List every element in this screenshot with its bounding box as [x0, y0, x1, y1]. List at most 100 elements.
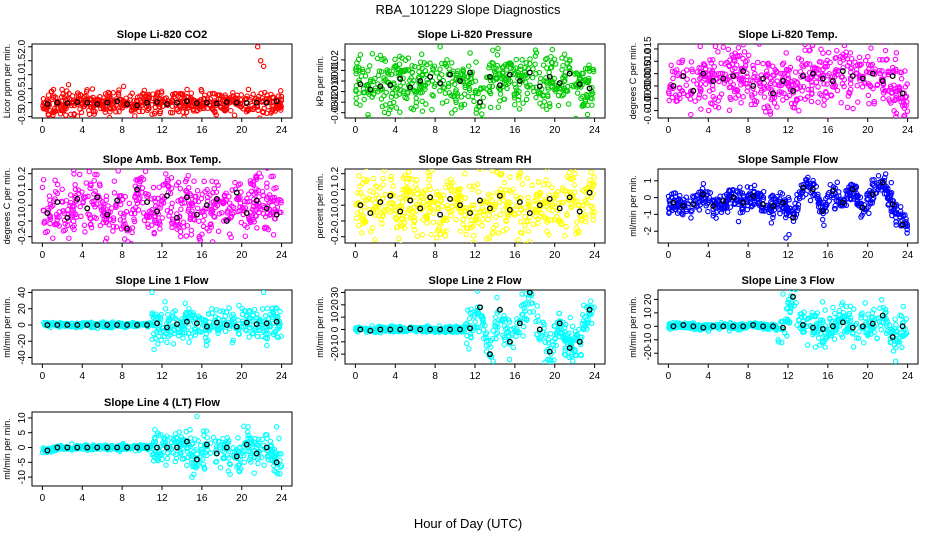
scatter-point [490, 358, 496, 364]
hourly-mean-point [203, 323, 210, 330]
scatter-point [590, 139, 594, 143]
scatter-point [425, 169, 431, 176]
scatter-point [52, 177, 58, 184]
scatter-point [862, 57, 869, 64]
scatter-point [875, 186, 882, 192]
y-tick-label: -0.1 [17, 212, 28, 230]
hourly-mean-point [104, 99, 111, 106]
scatter-point [90, 201, 97, 208]
scatter-point [186, 339, 192, 345]
scatter-point [508, 61, 515, 67]
scatter-point [111, 99, 117, 105]
scatter-point [490, 47, 496, 53]
scatter-point [152, 104, 159, 110]
scatter-point [199, 191, 206, 198]
scatter-point [513, 333, 519, 340]
scatter-point [675, 197, 682, 203]
scatter-point [357, 190, 364, 196]
scatter-point [460, 216, 466, 223]
scatter-point [384, 206, 391, 212]
scatter-point [741, 49, 748, 55]
scatter-point [96, 94, 103, 100]
scatter-point [536, 335, 542, 342]
hourly-mean-point [367, 210, 374, 217]
scatter-point [88, 182, 94, 189]
scatter-point [470, 239, 477, 243]
scatter-point [744, 58, 750, 64]
scatter-point [865, 81, 872, 87]
scatter-point [434, 200, 441, 207]
hourly-mean-point [367, 327, 374, 334]
scatter-point [230, 337, 236, 344]
scatter-point [81, 222, 88, 229]
scatter-point [820, 73, 826, 79]
scatter-point [776, 91, 782, 97]
scatter-point [179, 200, 185, 207]
hourly-mean-point [193, 320, 200, 327]
scatter-point [819, 205, 826, 211]
scatter-point [359, 66, 366, 73]
hourly-mean-point [869, 70, 876, 77]
scatter-point [793, 204, 799, 211]
scatter-point [882, 47, 889, 54]
scatter-point [390, 207, 396, 213]
scatter-point [143, 212, 150, 218]
scatter-point [732, 86, 739, 93]
scatter-point [406, 175, 413, 182]
scatter-point [497, 91, 504, 97]
scatter-point [897, 204, 904, 210]
y-tick-label: -10 [330, 334, 341, 349]
scatter-point [97, 222, 104, 229]
scatter-point [856, 200, 862, 206]
scatter-point [806, 61, 813, 67]
scatter-point [72, 182, 78, 188]
scatter-point [269, 305, 276, 312]
x-tick-label: 16 [822, 125, 834, 136]
scatter-point [424, 77, 430, 83]
scatter-point [774, 193, 780, 200]
scatter-point [406, 205, 413, 212]
scatter-point [414, 233, 421, 239]
scatter-point [483, 86, 490, 92]
scatter-point [824, 81, 830, 87]
scatter-point [500, 197, 507, 203]
scatter-point [788, 100, 795, 107]
scatter-point [360, 194, 367, 200]
scatter-point [697, 199, 703, 205]
scatter-point [537, 100, 543, 107]
scatter-point [568, 351, 575, 357]
hourly-mean-point [134, 186, 141, 193]
scatter-point [47, 246, 51, 250]
scatter-point [155, 195, 161, 202]
scatter-point [587, 298, 594, 304]
scatter-point [715, 49, 721, 55]
scatter-point [366, 63, 373, 69]
scatter-point [838, 100, 844, 106]
scatter-point [211, 213, 217, 220]
scatter-point [750, 62, 756, 69]
scatter-point [89, 86, 96, 92]
panel-title: Slope Line 1 Flow [116, 275, 209, 287]
hourly-mean-point [809, 186, 816, 193]
scatter-point [42, 229, 49, 236]
scatter-point [539, 210, 545, 217]
scatter-point [889, 89, 895, 96]
scatter-point [86, 211, 93, 218]
hourly-mean-point [114, 197, 121, 204]
scatter-point [519, 57, 525, 63]
scatter-point [702, 94, 708, 100]
scatter-point [552, 336, 558, 342]
scatter-point [80, 104, 86, 110]
scatter-point [360, 89, 367, 96]
scatter-point [438, 81, 444, 87]
scatter-point [689, 207, 695, 214]
scatter-point [562, 321, 569, 328]
scatter-point [527, 203, 533, 210]
scatter-point [744, 194, 751, 200]
hourly-mean-point [730, 194, 737, 201]
y-tick-label: -2 [643, 226, 654, 235]
scatter-point [205, 337, 211, 344]
x-tick-label: 16 [196, 250, 208, 261]
scatter-point [785, 72, 791, 78]
scatter-point [380, 182, 386, 188]
